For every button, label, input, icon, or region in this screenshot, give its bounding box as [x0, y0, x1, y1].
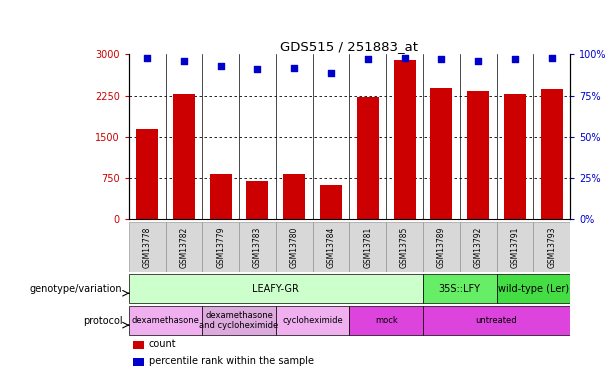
- Text: GSM13789: GSM13789: [437, 226, 446, 268]
- Text: GSM13783: GSM13783: [253, 226, 262, 268]
- Text: GSM13784: GSM13784: [327, 226, 335, 268]
- Bar: [136, 129, 158, 219]
- Text: cycloheximide: cycloheximide: [282, 316, 343, 325]
- Text: 35S::LFY: 35S::LFY: [439, 284, 481, 294]
- Text: protocol: protocol: [83, 316, 123, 326]
- Bar: [541, 89, 563, 219]
- Bar: [497, 222, 533, 272]
- Bar: [349, 222, 386, 272]
- Bar: [320, 185, 342, 219]
- Text: GSM13785: GSM13785: [400, 226, 409, 268]
- Bar: [467, 91, 489, 219]
- Text: dexamethasone: dexamethasone: [132, 316, 199, 325]
- Bar: [202, 222, 239, 272]
- Point: [547, 55, 557, 61]
- Bar: [239, 222, 276, 272]
- Bar: [423, 222, 460, 272]
- Bar: [283, 174, 305, 219]
- Point: [326, 69, 336, 75]
- Bar: [460, 222, 497, 272]
- Text: GSM13778: GSM13778: [143, 226, 151, 268]
- Point: [289, 64, 299, 70]
- Text: GSM13791: GSM13791: [511, 226, 519, 268]
- Point: [363, 56, 373, 62]
- Text: GSM13782: GSM13782: [180, 226, 188, 268]
- Bar: [430, 88, 452, 219]
- Bar: [133, 358, 144, 366]
- Bar: [129, 222, 166, 272]
- Bar: [129, 306, 202, 335]
- Bar: [497, 274, 570, 303]
- Bar: [210, 174, 232, 219]
- Bar: [423, 274, 497, 303]
- Bar: [533, 222, 570, 272]
- Bar: [349, 306, 423, 335]
- Bar: [246, 181, 268, 219]
- Bar: [276, 306, 349, 335]
- Point: [253, 66, 262, 72]
- Text: GSM13779: GSM13779: [216, 226, 225, 268]
- Bar: [173, 94, 195, 219]
- Point: [400, 55, 409, 61]
- Point: [510, 56, 520, 62]
- Bar: [276, 222, 313, 272]
- Text: percentile rank within the sample: percentile rank within the sample: [148, 356, 314, 366]
- Text: mock: mock: [375, 316, 398, 325]
- Point: [473, 58, 483, 64]
- Text: wild-type (Ler): wild-type (Ler): [498, 284, 569, 294]
- Text: GSM13780: GSM13780: [290, 226, 299, 268]
- Text: genotype/variation: genotype/variation: [30, 284, 123, 294]
- Bar: [129, 274, 423, 303]
- Point: [216, 63, 226, 69]
- Bar: [394, 60, 416, 219]
- Bar: [202, 306, 276, 335]
- Bar: [504, 94, 526, 219]
- Text: GSM13781: GSM13781: [364, 226, 372, 268]
- Bar: [133, 341, 144, 350]
- Bar: [166, 222, 202, 272]
- Title: GDS515 / 251883_at: GDS515 / 251883_at: [280, 40, 419, 53]
- Text: dexamethasone
and cycloheximide: dexamethasone and cycloheximide: [199, 311, 279, 330]
- Point: [436, 56, 446, 62]
- Bar: [386, 222, 423, 272]
- Text: GSM13793: GSM13793: [547, 226, 556, 268]
- Bar: [423, 306, 570, 335]
- Point: [179, 58, 189, 64]
- Point: [142, 55, 152, 61]
- Bar: [313, 222, 349, 272]
- Bar: [357, 97, 379, 219]
- Text: GSM13792: GSM13792: [474, 226, 482, 268]
- Text: count: count: [148, 339, 176, 349]
- Text: untreated: untreated: [476, 316, 517, 325]
- Text: LEAFY-GR: LEAFY-GR: [253, 284, 299, 294]
